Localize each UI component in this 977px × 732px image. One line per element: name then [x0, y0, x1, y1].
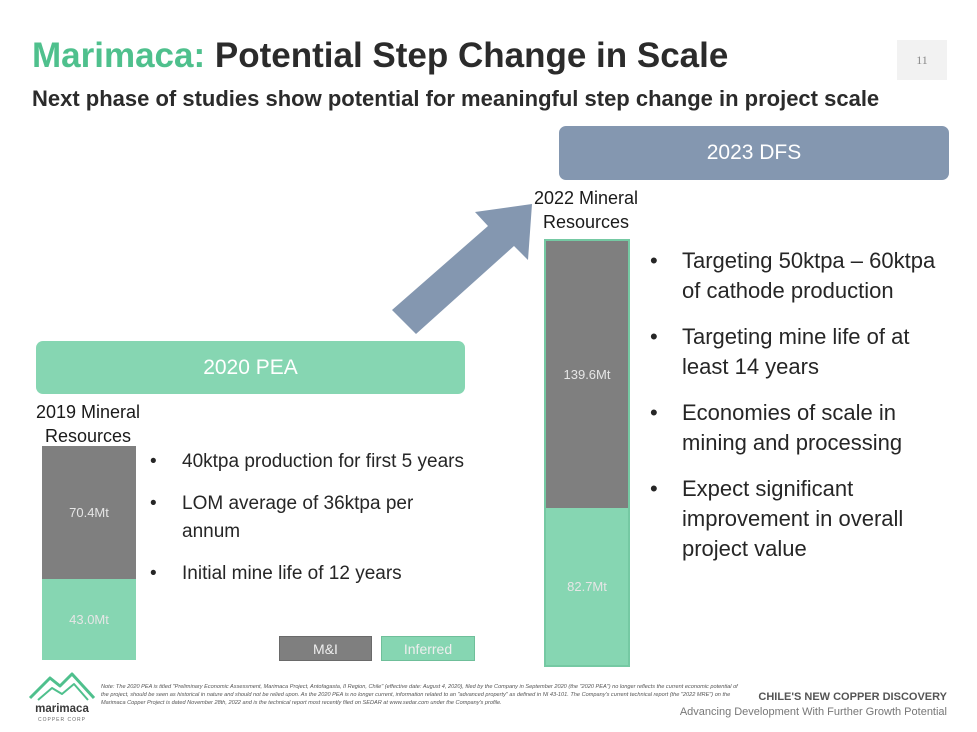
- bar-2022-resources: 139.6Mt 82.7Mt: [544, 239, 630, 667]
- dfs-bullet-list: Targeting 50ktpa – 60ktpa of cathode pro…: [650, 246, 950, 580]
- pea-bullet-list: 40ktpa production for first 5 years LOM …: [150, 448, 470, 602]
- marimaca-logo-icon: [28, 672, 96, 701]
- bar-segment-inferred: 43.0Mt: [42, 578, 136, 660]
- title-text: Potential Step Change in Scale: [214, 36, 729, 75]
- logo-subtext: COPPER CORP: [38, 717, 86, 723]
- list-item: 40ktpa production for first 5 years: [150, 448, 470, 476]
- data-label: 82.7Mt: [567, 578, 607, 594]
- list-item: Expect significant improvement in overal…: [650, 474, 950, 564]
- footer-subtagline: Advancing Development With Further Growt…: [679, 706, 947, 718]
- footer-tagline: CHILE'S NEW COPPER DISCOVERY: [758, 691, 947, 703]
- chart-category-label-2019: 2019 Mineral Resources: [35, 402, 141, 446]
- data-label: 43.0Mt: [69, 611, 109, 627]
- logo-wordmark: marimaca: [35, 703, 89, 715]
- list-item: Targeting 50ktpa – 60ktpa of cathode pro…: [650, 246, 950, 306]
- bar-2019-resources: 70.4Mt 43.0Mt: [42, 446, 136, 660]
- dfs-banner: 2023 DFS: [559, 126, 949, 180]
- page-subtitle: Next phase of studies show potential for…: [32, 86, 880, 111]
- bar-segment-inferred: 82.7Mt: [544, 507, 630, 667]
- list-item: Initial mine life of 12 years: [150, 560, 470, 588]
- pea-banner: 2020 PEA: [36, 341, 465, 394]
- title-brand: Marimaca:: [32, 36, 206, 75]
- list-item: Economies of scale in mining and process…: [650, 398, 950, 458]
- data-label: 70.4Mt: [69, 504, 109, 520]
- list-item: Targeting mine life of at least 14 years: [650, 322, 950, 382]
- data-label: 139.6Mt: [563, 366, 611, 382]
- footnote: Note: The 2020 PEA is titled "Preliminar…: [101, 684, 738, 706]
- bar-segment-mi: 139.6Mt: [544, 239, 630, 508]
- growth-arrow-icon: [392, 204, 532, 334]
- page-number: 11: [897, 40, 947, 80]
- list-item: LOM average of 36ktpa per annum: [150, 490, 470, 546]
- legend-item-inferred: Inferred: [381, 636, 475, 661]
- chart-category-label-2022: 2022 Mineral Resources: [533, 188, 639, 232]
- bar-segment-mi: 70.4Mt: [42, 446, 136, 579]
- legend-item-mi: M&I: [279, 636, 372, 661]
- page-title: Marimaca: Potential Step Change in Scale: [32, 36, 728, 76]
